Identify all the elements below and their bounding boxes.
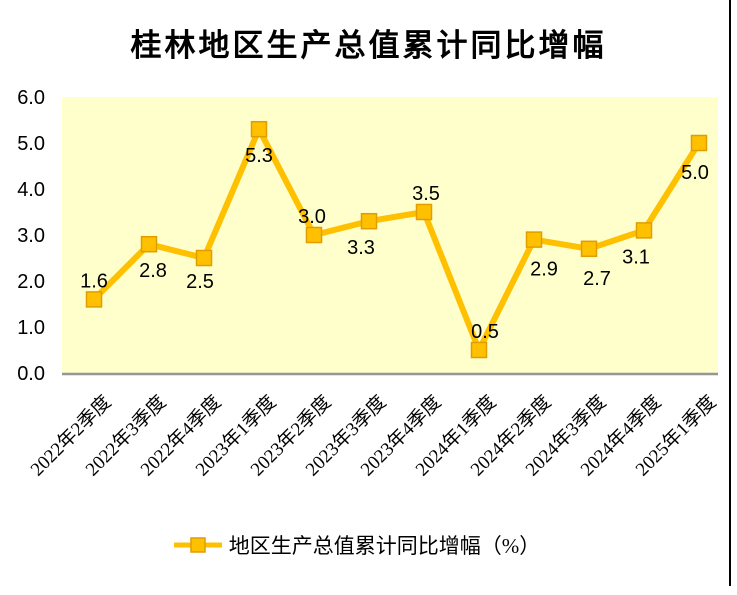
data-label: 2.8: [139, 260, 167, 282]
data-label: 2.5: [186, 271, 214, 293]
y-tick-label: 6.0: [17, 87, 45, 109]
plot-area: [62, 97, 718, 373]
data-label: 1.6: [80, 270, 108, 292]
data-label: 2.7: [583, 268, 611, 290]
data-point-marker: [360, 212, 378, 230]
data-point-marker: [525, 231, 543, 248]
data-point-marker: [305, 226, 323, 244]
data-point-marker: [470, 341, 488, 359]
data-label: 2.9: [530, 259, 558, 281]
y-tick-label: 3.0: [17, 225, 45, 247]
data-label: 3.0: [298, 206, 326, 228]
data-point-marker: [85, 291, 103, 308]
right-border: [729, 0, 731, 586]
legend: 地区生产总值累计同比增幅（%）: [0, 530, 725, 560]
chart-title: 桂林地区生产总值累计同比增幅: [130, 28, 607, 63]
data-point-marker: [635, 222, 653, 239]
data-label: 5.3: [245, 145, 273, 167]
data-point-marker: [415, 203, 433, 221]
data-point-marker: [195, 249, 213, 267]
data-label: 0.5: [471, 321, 499, 343]
y-tick-label: 2.0: [17, 271, 45, 293]
y-tick-label: 0.0: [17, 363, 45, 385]
data-label: 3.5: [412, 183, 440, 205]
y-tick-label: 5.0: [17, 133, 45, 155]
line-chart: 0.0 1.0 2.0 3.0 4.0 5.0 6.0 1.6 2.8 2.5 5.3 3.0 3.3 3…: [17, 87, 720, 480]
data-label: 5.0: [681, 162, 709, 184]
data-point-marker: [690, 134, 708, 152]
series-line: [91, 122, 702, 358]
y-tick-label: 4.0: [17, 179, 45, 201]
data-label: 3.3: [347, 237, 375, 259]
data-label: 3.1: [622, 246, 650, 268]
legend-marker-icon: [173, 537, 222, 553]
data-point-marker: [580, 240, 598, 258]
y-tick-label: 1.0: [17, 317, 45, 339]
data-point-marker: [250, 120, 268, 138]
legend-label: 地区生产总值累计同比增幅（%）: [228, 534, 541, 558]
data-point-marker: [140, 235, 158, 253]
